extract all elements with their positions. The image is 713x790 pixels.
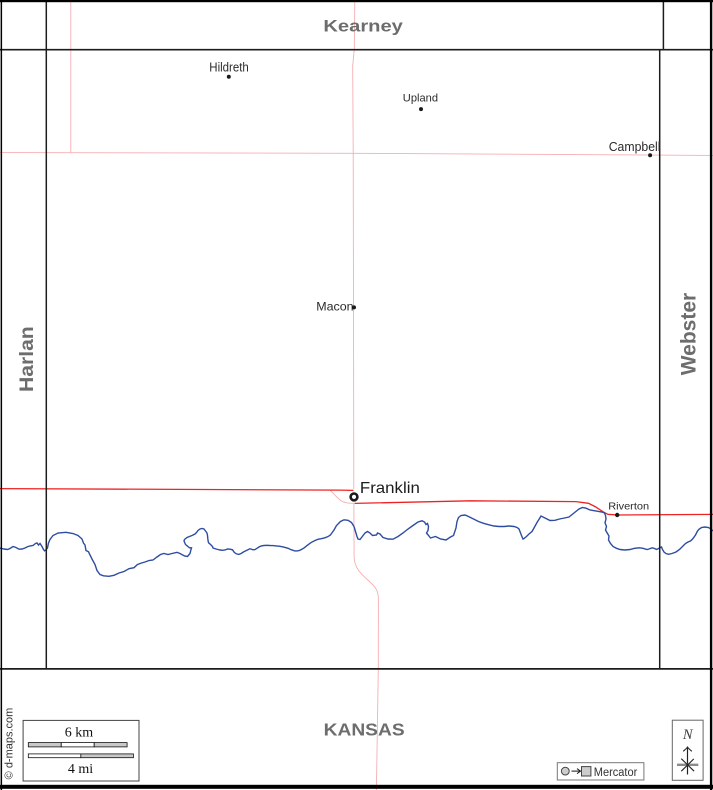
svg-text:Mercator: Mercator bbox=[594, 766, 638, 778]
svg-text:Harlan: Harlan bbox=[17, 326, 38, 392]
svg-text:Webster: Webster bbox=[677, 293, 700, 375]
svg-text:Macon: Macon bbox=[316, 300, 354, 314]
svg-text:Franklin: Franklin bbox=[360, 480, 420, 498]
svg-text:Hildreth: Hildreth bbox=[209, 60, 248, 75]
svg-text:© d-maps.com: © d-maps.com bbox=[4, 708, 16, 780]
svg-text:Kearney: Kearney bbox=[323, 16, 403, 35]
svg-text:4 mi: 4 mi bbox=[68, 762, 93, 777]
svg-text:Campbell: Campbell bbox=[609, 140, 661, 154]
svg-text:KANSAS: KANSAS bbox=[324, 719, 405, 739]
svg-text:6 km: 6 km bbox=[65, 726, 94, 741]
svg-text:Riverton: Riverton bbox=[608, 501, 649, 512]
svg-text:Upland: Upland bbox=[403, 93, 438, 105]
svg-text:N: N bbox=[682, 727, 694, 743]
